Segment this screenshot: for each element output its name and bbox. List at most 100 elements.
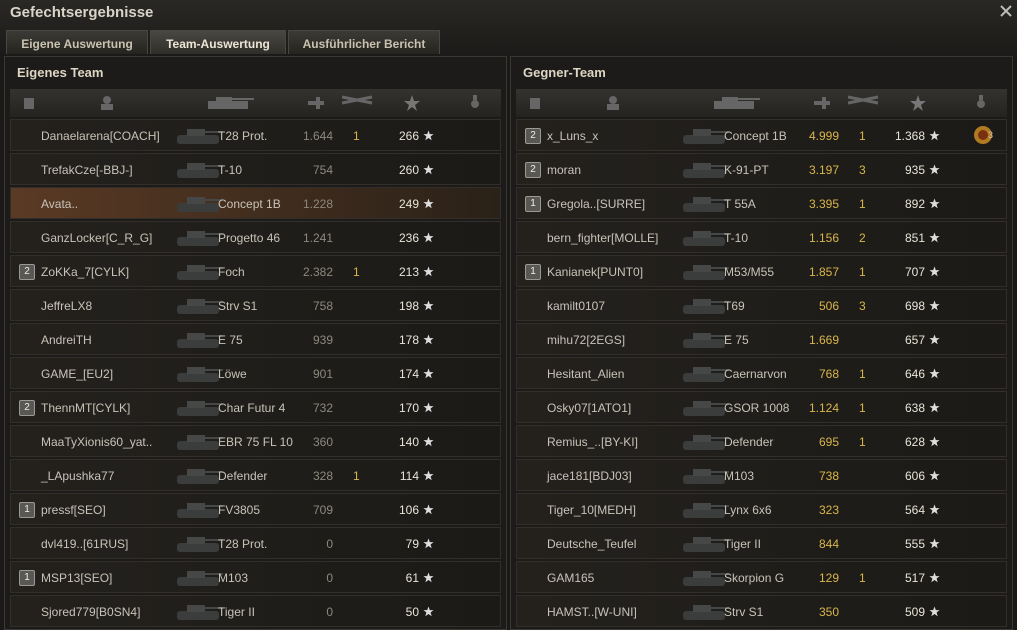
xp-star-icon <box>929 164 940 178</box>
tank-image <box>171 293 223 319</box>
tank-name: Löwe <box>218 367 247 381</box>
player-name: MaaTyXionis60_yat.. <box>41 435 153 449</box>
tank-image <box>677 327 729 353</box>
xp-star-icon <box>423 130 434 144</box>
tank-image <box>171 191 223 217</box>
experience: 178 <box>398 333 419 347</box>
column-icon <box>706 95 762 114</box>
xp-star-icon <box>423 470 434 484</box>
close-button[interactable] <box>999 4 1013 18</box>
tank-image <box>677 293 729 319</box>
experience: 106 <box>398 503 419 517</box>
player-row: JeffreLX8 Strv S1 758 198 <box>10 289 501 321</box>
experience: 213 <box>398 265 419 279</box>
tank-name: Char Futur 4 <box>218 401 286 415</box>
experience: 935 <box>904 163 925 177</box>
experience: 628 <box>904 435 925 449</box>
column-header <box>516 89 1007 117</box>
player-name: Osky07[1ATO1] <box>547 401 632 415</box>
xp-star-icon <box>929 300 940 314</box>
player-name: _LApushka77 <box>41 469 115 483</box>
xp-star-icon <box>423 436 434 450</box>
player-row: Avata.. Concept 1B 1.228 249 <box>10 187 501 219</box>
player-name: Gregola..[SURRE] <box>547 197 646 211</box>
damage: 360 <box>312 435 333 449</box>
damage: 506 <box>818 299 839 313</box>
experience: 851 <box>904 231 925 245</box>
tank-name: Foch <box>218 265 245 279</box>
damage: 328 <box>312 469 333 483</box>
tab[interactable]: Team-Auswertung <box>150 30 286 54</box>
tank-image <box>677 395 729 421</box>
medal-count: 3 <box>988 130 994 140</box>
column-icon <box>976 95 1017 114</box>
xp-star-icon <box>929 266 940 280</box>
xp-star-icon <box>929 606 940 620</box>
xp-star-icon <box>929 402 940 416</box>
kills: 1 <box>859 197 866 211</box>
tank-image <box>677 191 729 217</box>
tank-image <box>171 531 223 557</box>
player-name: jace181[BDJ03] <box>547 469 632 483</box>
tab[interactable]: Ausführlicher Bericht <box>288 30 440 54</box>
column-icon <box>910 95 966 114</box>
experience: 698 <box>904 299 925 313</box>
kills: 1 <box>859 435 866 449</box>
column-icon <box>22 95 78 114</box>
player-name: mihu72[2EGS] <box>547 333 626 347</box>
team-panel: Gegner-Team 2 x_Luns_x Concept 1B 4.999 1 1.36… <box>510 56 1013 630</box>
experience: 260 <box>398 163 419 177</box>
xp-star-icon <box>929 232 940 246</box>
tank-image <box>677 361 729 387</box>
experience: 892 <box>904 197 925 211</box>
player-row: TrefakCze[-BBJ-] T-10 754 260 <box>10 153 501 185</box>
player-name: Sjored779[B0SN4] <box>41 605 141 619</box>
experience: 606 <box>904 469 925 483</box>
experience: 657 <box>904 333 925 347</box>
player-name: ThennMT[CYLK] <box>41 401 131 415</box>
tank-image <box>171 259 223 285</box>
damage: 129 <box>818 571 839 585</box>
tank-image <box>677 565 729 591</box>
damage: 1.644 <box>302 129 333 143</box>
tank-image <box>171 497 223 523</box>
kills: 1 <box>353 129 360 143</box>
tank-image <box>677 225 729 251</box>
damage: 4.999 <box>808 129 839 143</box>
experience: 198 <box>398 299 419 313</box>
tank-name: E 75 <box>218 333 243 347</box>
player-row: jace181[BDJ03] M103 738 606 <box>516 459 1007 491</box>
tank-image <box>171 327 223 353</box>
damage: 1.228 <box>302 197 333 211</box>
player-row: Deutsche_Teufel Tiger II 844 555 <box>516 527 1007 559</box>
player-row: Danaelarena[COACH] T28 Prot. 1.644 1 266 <box>10 119 501 151</box>
damage: 1.156 <box>808 231 839 245</box>
damage: 754 <box>312 163 333 177</box>
tab[interactable]: Eigene Auswertung <box>6 30 148 54</box>
player-name: x_Luns_x <box>547 129 599 143</box>
player-name: Kanianek[PUNT0] <box>547 265 644 279</box>
player-row: bern_fighter[MOLLE] T-10 1.156 2 851 <box>516 221 1007 253</box>
xp-star-icon <box>423 504 434 518</box>
xp-star-icon <box>423 300 434 314</box>
damage: 732 <box>312 401 333 415</box>
player-row: Hesitant_Alien Caernarvon 768 1 646 <box>516 357 1007 389</box>
experience: 517 <box>904 571 925 585</box>
player-name: TrefakCze[-BBJ-] <box>41 163 133 177</box>
tank-name: T 55A <box>724 197 756 211</box>
team-title: Gegner-Team <box>523 65 606 80</box>
tank-image <box>677 157 729 183</box>
xp-star-icon <box>929 334 940 348</box>
tank-image <box>677 259 729 285</box>
player-name: Tiger_10[MEDH] <box>547 503 636 517</box>
tank-name: Tiger II <box>724 537 761 551</box>
damage: 1.669 <box>808 333 839 347</box>
player-name: moran <box>547 163 582 177</box>
player-row: MaaTyXionis60_yat.. EBR 75 FL 10 360 140 <box>10 425 501 457</box>
tank-name: Concept 1B <box>724 129 787 143</box>
player-name: Danaelarena[COACH] <box>41 129 160 143</box>
column-icon <box>470 95 526 114</box>
experience: 555 <box>904 537 925 551</box>
player-name: GanzLocker[C_R_G] <box>41 231 153 245</box>
player-name: GAME_[EU2] <box>41 367 114 381</box>
